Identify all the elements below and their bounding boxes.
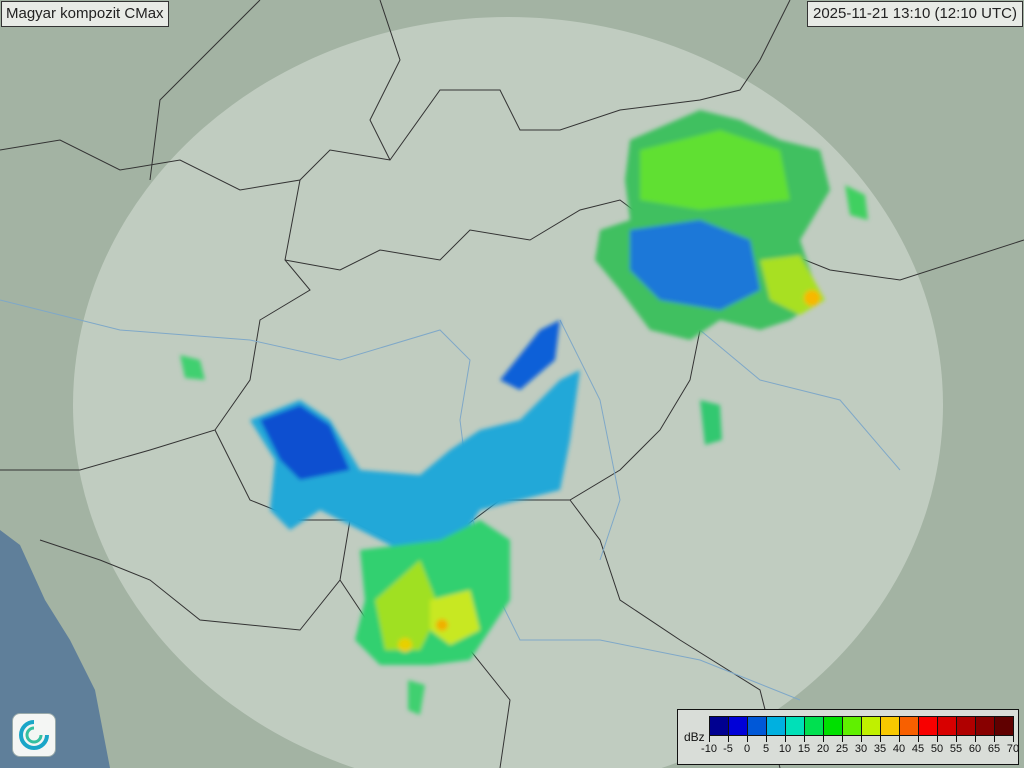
legend-tick [937, 736, 938, 742]
legend-tick-label: 15 [797, 743, 811, 755]
legend-color-cell [862, 717, 881, 735]
legend-tick-label: 50 [930, 743, 944, 755]
legend-tick [1013, 736, 1014, 742]
legend-color-cell [805, 717, 824, 735]
legend-tick [956, 736, 957, 742]
legend-color-cell [919, 717, 938, 735]
legend-tick-label: 45 [911, 743, 925, 755]
swirl-logo-icon [12, 713, 56, 757]
legend-tick [709, 736, 710, 742]
radar-echoes [180, 110, 868, 715]
timestamp: 2025-11-21 13:10 (12:10 UTC) [806, 1, 1023, 27]
legend-color-cell [976, 717, 995, 735]
legend-color-cell [729, 717, 748, 735]
legend-color-cell [767, 717, 786, 735]
legend-tick-label: 60 [968, 743, 982, 755]
legend-tick [766, 736, 767, 742]
legend-tick [975, 736, 976, 742]
legend-tick [918, 736, 919, 742]
legend-color-cell [881, 717, 900, 735]
legend-tick [747, 736, 748, 742]
legend-tick-label: 70 [1006, 743, 1020, 755]
legend-unit: dBz [684, 730, 705, 744]
rivers [0, 299, 901, 701]
legend-color-cell [710, 717, 729, 735]
legend-tick [861, 736, 862, 742]
legend-color-cell [786, 717, 805, 735]
legend-tick [728, 736, 729, 742]
legend-tick-label: 10 [778, 743, 792, 755]
legend-color-cell [824, 717, 843, 735]
legend-tick-label: -10 [701, 743, 717, 755]
dbz-legend: dBz -10 -5 0 5 10 15 20 25 30 35 40 45 50 55 60 65 70 [677, 709, 1019, 765]
legend-color-bar [709, 716, 1014, 736]
legend-tick [880, 736, 881, 742]
legend-ticks: -10 -5 0 5 10 15 20 25 30 35 40 45 50 55 60 65 70 [701, 736, 1019, 760]
legend-tick [842, 736, 843, 742]
legend-tick-label: 25 [835, 743, 849, 755]
legend-tick [823, 736, 824, 742]
legend-tick-label: 65 [987, 743, 1001, 755]
legend-tick [899, 736, 900, 742]
legend-tick-label: 20 [816, 743, 830, 755]
sea [0, 530, 110, 768]
legend-tick-label: -5 [723, 743, 733, 755]
legend-tick [994, 736, 995, 742]
legend-tick [785, 736, 786, 742]
legend-color-cell [900, 717, 919, 735]
legend-color-cell [957, 717, 976, 735]
product-title: Magyar kompozit CMax [1, 1, 169, 27]
legend-tick-label: 40 [892, 743, 906, 755]
legend-tick-label: 55 [949, 743, 963, 755]
legend-tick-label: 30 [854, 743, 868, 755]
radar-coverage-area [73, 17, 943, 768]
legend-tick-label: 35 [873, 743, 887, 755]
legend-color-cell [995, 717, 1013, 735]
legend-color-cell [843, 717, 862, 735]
legend-tick [804, 736, 805, 742]
legend-color-cell [748, 717, 767, 735]
legend-color-cell [938, 717, 957, 735]
legend-tick-label: 5 [762, 743, 770, 755]
legend-tick-label: 0 [743, 743, 751, 755]
